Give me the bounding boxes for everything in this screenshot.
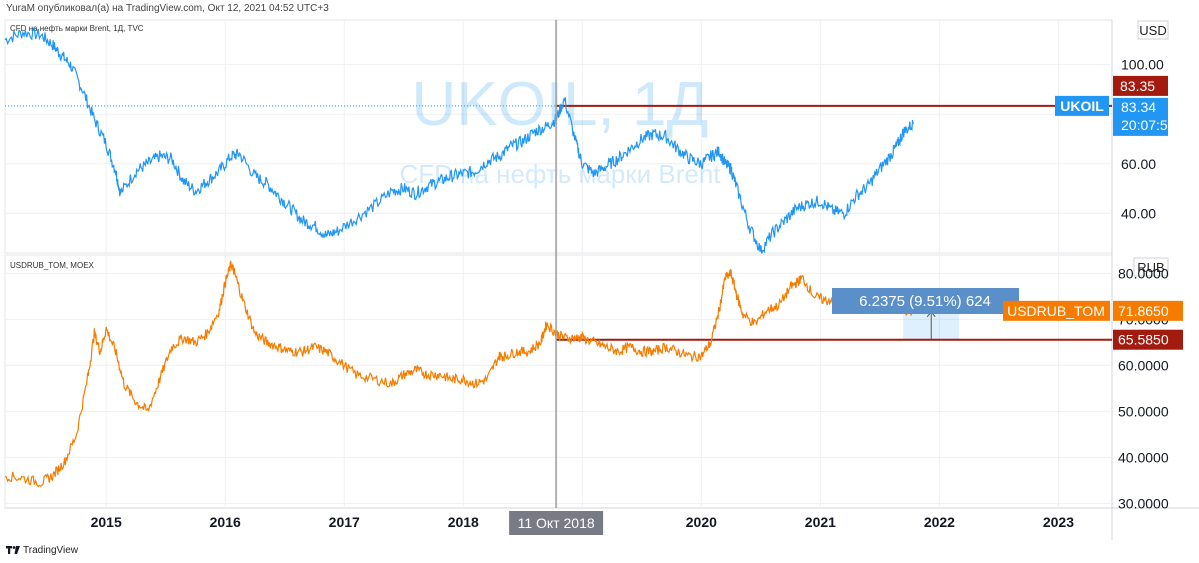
bottom-grid	[5, 255, 1112, 508]
top-grid	[5, 20, 1112, 253]
x-tick-2015: 2015	[91, 514, 122, 530]
usdrub-series-line[interactable]	[4, 260, 914, 488]
rub-currency-box	[1133, 257, 1169, 277]
crosshair-date-box	[509, 511, 604, 535]
usdrub-symbol-label: USDRUB_TOM	[1007, 303, 1105, 319]
usdrub-level-tag	[1113, 329, 1183, 350]
usdrub-symbol-tag	[1003, 300, 1110, 321]
ukoil-y-tick: 40.00	[1121, 205, 1156, 221]
rub-currency-label: RUB	[1137, 260, 1164, 275]
ukoil-symbol-label: UKOIL	[1060, 98, 1104, 114]
x-tick-2023: 2023	[1043, 514, 1074, 530]
usdrub-y-tick: 40.0000	[1118, 449, 1169, 465]
ukoil-level-value: 83.35	[1120, 78, 1155, 94]
ukoil-level-tag	[1113, 75, 1168, 96]
x-tick-2017: 2017	[329, 514, 360, 530]
usdrub-y-tick: 30.0000	[1118, 495, 1169, 511]
usdrub-legend: USDRUB_TOM, MOEX	[10, 261, 95, 270]
x-tick-2018: 2018	[448, 514, 479, 530]
tradingview-brand: TradingView	[23, 545, 79, 556]
usdrub-last-price-value: 71.8650	[1118, 303, 1169, 319]
ukoil-symbol-tag	[1055, 95, 1109, 116]
tradingview-footer[interactable]: TradingView	[6, 545, 78, 556]
watermark-description: CFD на нефть марки Brent	[399, 159, 721, 189]
tradingview-logo-icon	[6, 546, 20, 555]
ukoil-last-price-value: 83.34	[1121, 99, 1156, 115]
ukoil-y-tick: 60.00	[1121, 156, 1156, 172]
x-tick-2021: 2021	[805, 514, 836, 530]
usd-currency-box	[1137, 20, 1169, 40]
publish-info: YuraM опубликовал(а) на TradingView.com,…	[6, 3, 329, 14]
ukoil-series-line[interactable]	[4, 27, 914, 254]
watermark-symbol: UKOIL, 1Д	[412, 70, 709, 139]
ukoil-last-price-tag	[1113, 97, 1168, 136]
usdrub-y-tick: 50.0000	[1118, 403, 1169, 419]
usdrub-y-tick: 80.0000	[1118, 265, 1169, 281]
x-tick-2020: 2020	[686, 514, 717, 530]
usdrub-level-value: 65.5850	[1118, 332, 1169, 348]
x-tick-2022: 2022	[924, 514, 955, 530]
measure-label: 6.2375 (9.51%) 624	[859, 293, 991, 310]
ukoil-legend: CFD на нефть марки Brent, 1Д, TVC	[10, 24, 144, 33]
ukoil-y-tick: 100.00	[1121, 57, 1164, 73]
usdrub-y-tick: 60.0000	[1118, 357, 1169, 373]
usdrub-last-price-tag	[1113, 300, 1183, 321]
ukoil-bar-countdown: 20:07:57	[1121, 117, 1176, 133]
measure-label-box	[832, 288, 1019, 314]
usd-currency-label: USD	[1139, 23, 1166, 38]
crosshair-date-label: 11 Окт 2018	[518, 515, 595, 531]
x-tick-2016: 2016	[210, 514, 241, 530]
